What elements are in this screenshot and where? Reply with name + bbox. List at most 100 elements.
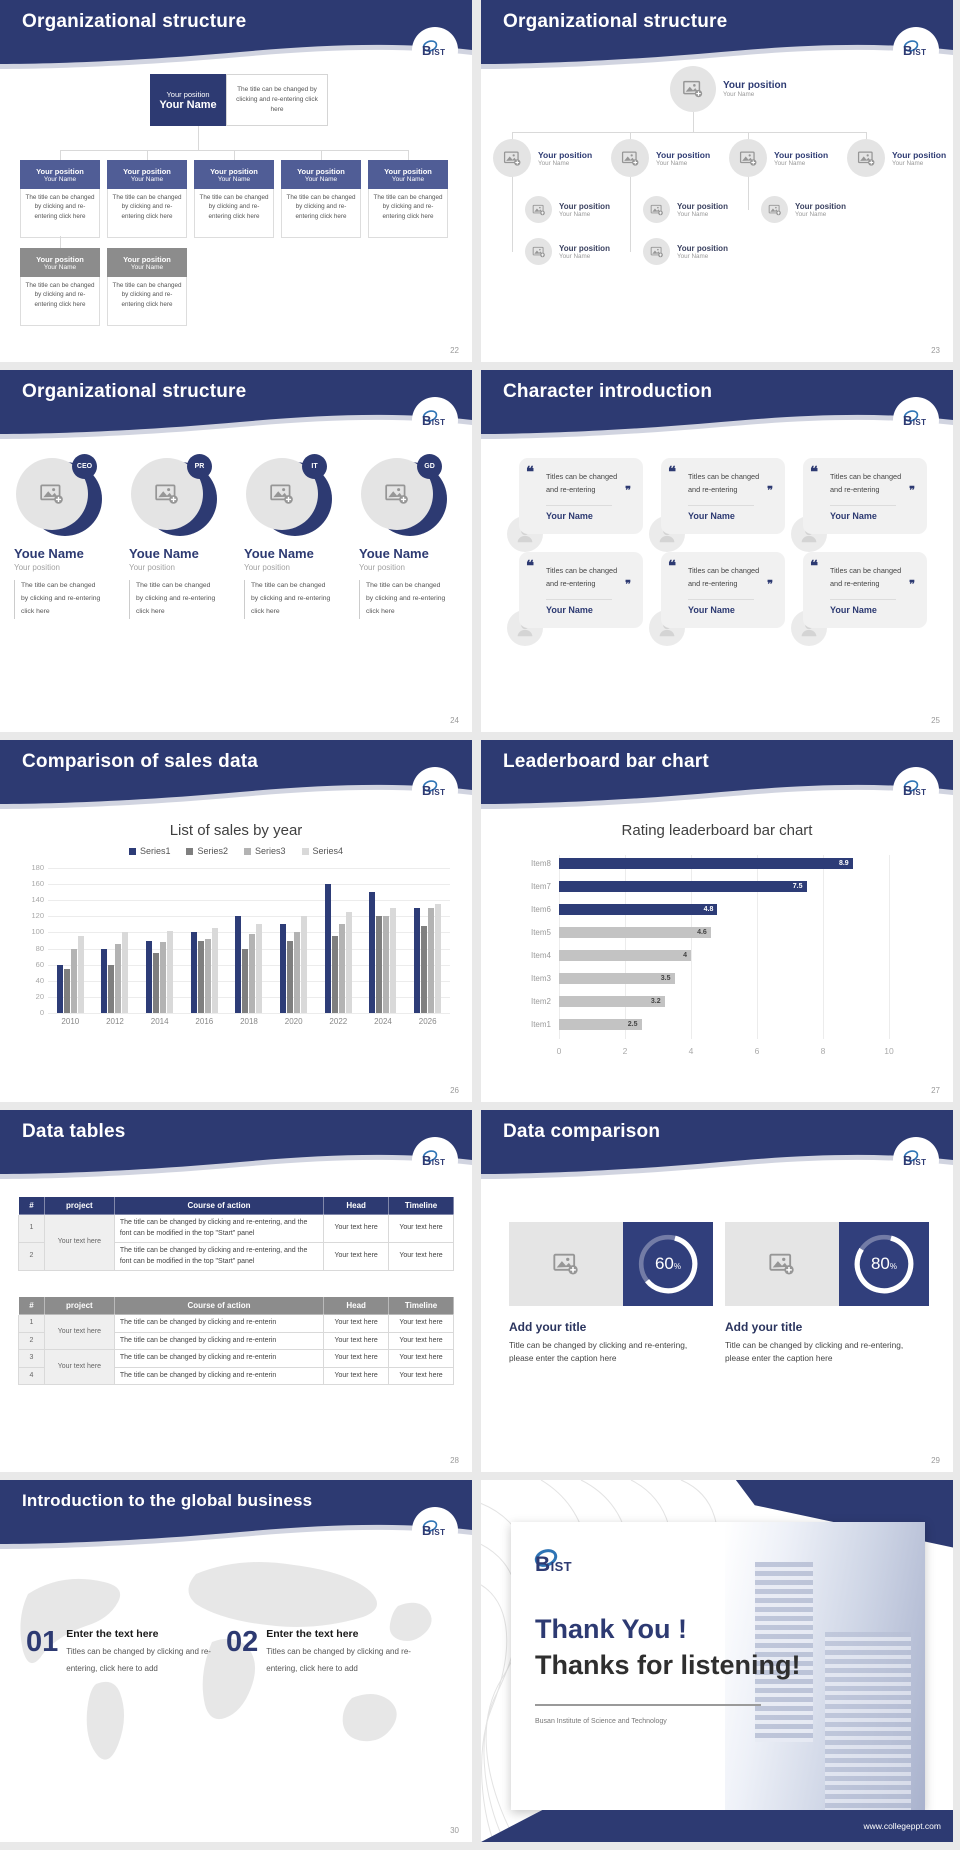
- y-tick-label: 140: [31, 895, 44, 905]
- item-label: Item4: [530, 951, 551, 960]
- legend-label: Series2: [197, 846, 228, 856]
- image-add-icon: [384, 481, 410, 507]
- bar-Series1-2024: [369, 892, 376, 1013]
- value-label: 8.9: [838, 860, 849, 867]
- bar-group-2010: 2010: [48, 868, 93, 1026]
- quote-card: ❝ Titles can be changed and re-entering …: [519, 552, 643, 628]
- bist-logo: BIST: [893, 397, 939, 443]
- bist-logo-text: BIST: [903, 413, 927, 428]
- bist-logo: BIST: [893, 1137, 939, 1183]
- open-quote-icon: ❝: [810, 464, 819, 481]
- y-tick-label: 160: [31, 879, 44, 889]
- bist-logo-text: BIST: [422, 1523, 446, 1538]
- slide-header: Introduction to the global business BIST: [0, 1480, 472, 1553]
- thank-you-line-1: Thank You !: [535, 1614, 688, 1644]
- photo-placeholder: [761, 196, 788, 223]
- slide-title: Data comparison: [503, 1121, 661, 1142]
- item-number: 02: [226, 1626, 259, 1658]
- header-curve: [481, 370, 953, 439]
- org-root-note: The title can be changed by clicking and…: [226, 74, 328, 126]
- global-item-2: 02 Enter the text here Titles can be cha…: [226, 1628, 424, 1678]
- timeline-cell: Your text here: [388, 1331, 454, 1350]
- item-label: Item1: [530, 1020, 551, 1029]
- photo-placeholder: [729, 139, 767, 177]
- bist-logo-text: BIST: [903, 783, 927, 798]
- connector: [512, 132, 513, 142]
- timeline-cell: Your text here: [388, 1366, 454, 1385]
- connector: [512, 176, 513, 252]
- gridline: [823, 855, 824, 1039]
- open-quote-icon: ❝: [810, 558, 819, 575]
- close-quote-icon: ❞: [767, 579, 773, 591]
- photo-placeholder: [525, 238, 552, 265]
- slide-30[interactable]: Introduction to the global business BIST…: [0, 1480, 472, 1842]
- image-add-icon: [650, 203, 664, 217]
- slide-24[interactable]: Organizational structure BIST CEO Youe N…: [0, 370, 472, 732]
- page-number: 23: [931, 346, 940, 355]
- course-cell: The title can be changed by clicking and…: [113, 1314, 325, 1333]
- legend-item: Series1: [128, 846, 170, 856]
- close-quote-icon: ❞: [909, 485, 915, 497]
- slide-title: Organizational structure: [22, 381, 247, 402]
- bist-logo-text: BIST: [903, 43, 927, 58]
- image-add-icon: [621, 149, 640, 168]
- donut-chart-60: [638, 1234, 698, 1294]
- bar-Series4-2026: [435, 904, 442, 1013]
- head-cell: Your text here: [323, 1349, 390, 1368]
- org-subnode: Your position Your Name: [643, 196, 728, 223]
- org-node: Your position Your Name: [847, 139, 946, 177]
- bar-Item6: 4.8: [559, 904, 718, 915]
- person-name: Youe Name: [14, 546, 84, 561]
- slide-22[interactable]: Organizational structure BIST Your posit…: [0, 0, 472, 362]
- gridline: [48, 916, 450, 918]
- item-title: Enter the text here: [66, 1628, 159, 1640]
- y-tick-label: 20: [35, 991, 44, 1001]
- close-quote-icon: ❞: [767, 485, 773, 497]
- slide-thank-you[interactable]: BIST Thank You ! Thanks for listening! B…: [481, 1480, 953, 1842]
- bar-Series3-2022: [338, 924, 345, 1013]
- quote-text: Titles can be changed and re-entering: [546, 566, 618, 589]
- gridline: [48, 868, 450, 869]
- course-cell: The title can be changed by clicking and…: [113, 1214, 325, 1243]
- bar-Series3-2016: [204, 938, 211, 1013]
- org-node: Your position Your Name The title can be …: [107, 248, 187, 326]
- col-header: Timeline: [388, 1196, 454, 1215]
- y-tick-label: 120: [31, 911, 44, 921]
- chart-legend: Series1 Series2 Series3 Series4: [16, 846, 456, 856]
- org-node: Your position Your Name The title can be …: [20, 248, 100, 326]
- leaderboard-chart: Rating leaderboard bar chart 0 2 4 6 8 10 Item…: [497, 816, 937, 1092]
- quote-text: Titles can be changed and re-entering: [830, 472, 902, 495]
- value-label: 7.5: [792, 883, 803, 890]
- head-cell: Your text here: [323, 1314, 390, 1333]
- bar-Series3-2020: [294, 932, 301, 1013]
- page-number: 25: [931, 716, 940, 725]
- slide-27[interactable]: Leaderboard bar chart BIST Rating leader…: [481, 740, 953, 1102]
- x-tick-label: 0: [556, 1046, 562, 1056]
- item-number: 01: [26, 1626, 59, 1658]
- bar-Series3-2018: [249, 934, 256, 1013]
- legend-label: Series4: [312, 846, 344, 856]
- legend-item: Series4: [301, 846, 344, 856]
- quote-text: Titles can be changed and re-entering: [830, 566, 902, 589]
- item-text: Titles can be changed by clicking and re…: [66, 1647, 211, 1673]
- x-tick-label: 2010: [61, 1017, 80, 1026]
- connector: [60, 236, 61, 248]
- x-tick-label: 2016: [195, 1017, 214, 1026]
- slide-29[interactable]: Data comparison BIST 60% Add your title …: [481, 1110, 953, 1472]
- slide-title: Character introduction: [503, 381, 713, 402]
- timeline-cell: Your text here: [388, 1314, 454, 1333]
- person-card: GD Youe Name Your position The title can…: [359, 454, 463, 619]
- bist-logo-text: BIST: [535, 1553, 573, 1576]
- bar-group-2016: 2016: [182, 868, 227, 1026]
- slide-25[interactable]: Character introduction BIST ❝ Titles can…: [481, 370, 953, 732]
- bar-Series4-2016: [211, 928, 218, 1013]
- slide-26[interactable]: Comparison of sales data BIST List of sa…: [0, 740, 472, 1102]
- head-cell: Your text here: [323, 1242, 390, 1271]
- institution-name: Busan Institute of Science and Technolog…: [535, 1718, 667, 1725]
- gridline: [48, 932, 450, 934]
- person-name: Your Name: [546, 511, 593, 521]
- slide-28[interactable]: Data tables BIST # project Course of act…: [0, 1110, 472, 1472]
- org-node: Your position Your Name The title can be …: [107, 160, 187, 238]
- bar-Series4-2018: [256, 924, 263, 1013]
- slide-23[interactable]: Organizational structure BIST Your posit…: [481, 0, 953, 362]
